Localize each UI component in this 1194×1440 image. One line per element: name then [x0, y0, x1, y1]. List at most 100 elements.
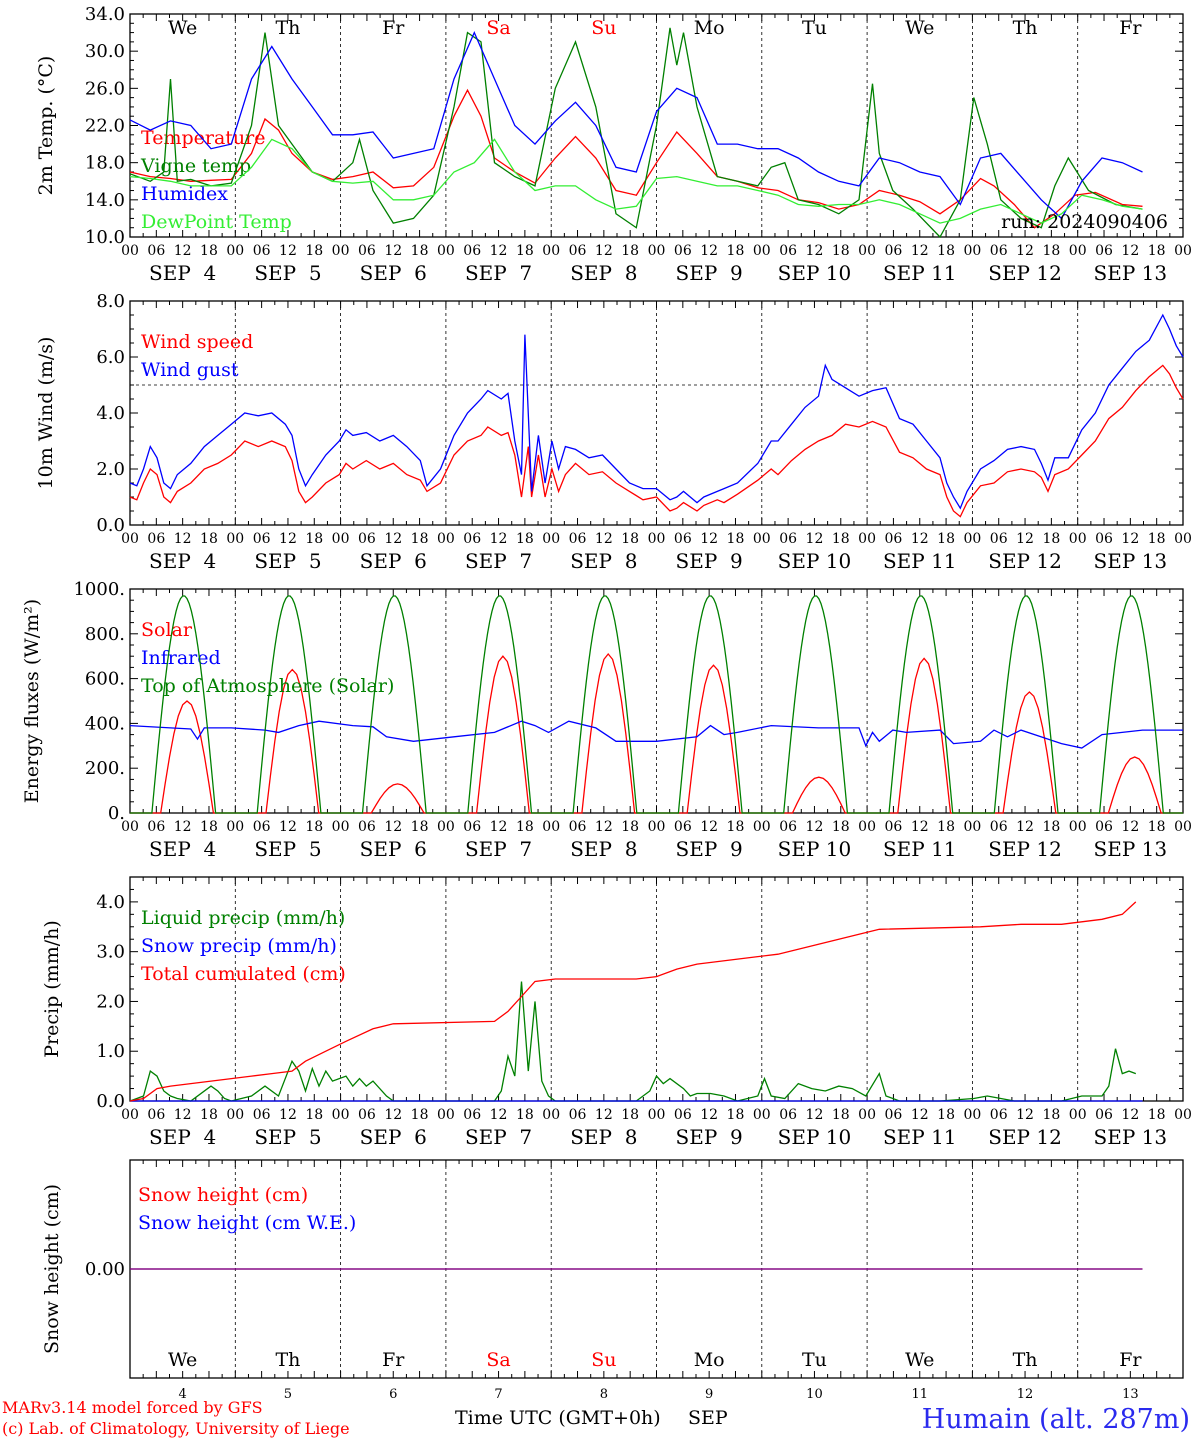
hour-label: 18	[727, 531, 745, 547]
y-tick-label: 1.0	[96, 1041, 125, 1062]
hour-label: 18	[411, 819, 429, 835]
hour-label: 12	[490, 819, 508, 835]
hour-label: 12	[174, 819, 192, 835]
hour-label: 12	[384, 531, 402, 547]
hour-label: 18	[832, 1107, 850, 1123]
hour-label: 06	[147, 1107, 165, 1123]
hour-label: 18	[832, 819, 850, 835]
day-number-label: 13	[1122, 1387, 1139, 1402]
day-number-label: 4	[179, 1387, 187, 1402]
hour-label: 00	[1174, 1107, 1192, 1123]
y-axis-label: Precip (mm/h)	[41, 920, 63, 1058]
hour-label: 00	[542, 531, 560, 547]
y-tick-label: 18.0	[85, 153, 125, 174]
hour-label: 00	[858, 1107, 876, 1123]
legend-entry: Wind gust	[141, 359, 239, 381]
date-label: SEP 13	[1094, 837, 1168, 861]
hour-label: 12	[700, 243, 718, 259]
legend-entry: Snow height (cm W.E.)	[138, 1212, 356, 1234]
hour-label: 18	[305, 1107, 323, 1123]
date-label: SEP 6	[360, 1125, 427, 1149]
hour-label: 12	[595, 819, 613, 835]
day-name-label: Fr	[382, 1349, 405, 1371]
day-name-label: We	[905, 17, 934, 39]
hour-label: 00	[542, 1107, 560, 1123]
hour-label: 06	[779, 243, 797, 259]
hour-label: 06	[569, 819, 587, 835]
date-label: SEP 9	[676, 837, 743, 861]
y-tick-label: 34.0	[85, 4, 125, 25]
legend-entry: Infrared	[141, 647, 221, 669]
hour-label: 00	[437, 243, 455, 259]
hour-label: 00	[542, 819, 560, 835]
y-tick-label: 0.00	[85, 1259, 125, 1280]
hour-label: 06	[463, 1107, 481, 1123]
day-name-label: Mo	[694, 17, 725, 39]
hour-label: 06	[1095, 243, 1113, 259]
hour-label: 18	[1042, 243, 1060, 259]
hour-label: 00	[963, 819, 981, 835]
legend-entry: Snow precip (mm/h)	[141, 935, 337, 957]
hour-label: 00	[648, 531, 666, 547]
hour-label: 12	[384, 819, 402, 835]
day-number-label: 9	[705, 1387, 713, 1402]
hour-label: 06	[147, 819, 165, 835]
hour-label: 12	[595, 1107, 613, 1123]
hour-label: 12	[1121, 531, 1139, 547]
hour-label: 12	[911, 1107, 929, 1123]
hour-label: 12	[595, 243, 613, 259]
day-name-label: Th	[275, 1349, 300, 1371]
day-name-label: Tu	[802, 17, 827, 39]
date-label: SEP 13	[1094, 549, 1168, 573]
hour-label: 06	[990, 531, 1008, 547]
y-axis-label: 10m Wind (m/s)	[35, 337, 57, 490]
day-name-label: We	[168, 1349, 197, 1371]
hour-label: 00	[963, 531, 981, 547]
day-number-label: 8	[600, 1387, 608, 1402]
y-tick-label: 2.0	[96, 459, 125, 480]
y-tick-label: 0.0	[96, 1091, 125, 1112]
hour-label: 18	[621, 531, 639, 547]
legend-entry: Top of Atmosphere (Solar)	[141, 675, 394, 697]
y-axis-label: 2m Temp. (°C)	[35, 56, 57, 196]
date-label: SEP 9	[676, 1125, 743, 1149]
date-label: SEP 12	[988, 1125, 1062, 1149]
day-name-label: Su	[591, 17, 616, 39]
hour-label: 00	[753, 819, 771, 835]
hour-label: 18	[1148, 243, 1166, 259]
hour-label: 12	[1121, 1107, 1139, 1123]
hour-label: 12	[279, 531, 297, 547]
hour-label: 00	[1069, 531, 1087, 547]
hour-label: 00	[332, 243, 350, 259]
date-label: SEP 7	[465, 1125, 532, 1149]
day-name-label: We	[168, 17, 197, 39]
date-label: SEP 12	[988, 549, 1062, 573]
hour-label: 18	[1042, 1107, 1060, 1123]
hour-label: 18	[937, 243, 955, 259]
hour-label: 18	[516, 819, 534, 835]
footer-month: SEP	[688, 1407, 728, 1429]
day-name-label: Tu	[802, 1349, 827, 1371]
date-label: SEP 5	[254, 837, 321, 861]
legend-entry: DewPoint Temp	[141, 211, 292, 233]
hour-label: 00	[121, 1107, 139, 1123]
hour-label: 06	[358, 1107, 376, 1123]
day-name-label: Th	[1013, 1349, 1038, 1371]
y-tick-label: 14.0	[85, 190, 125, 211]
hour-label: 00	[121, 819, 139, 835]
hour-label: 06	[569, 531, 587, 547]
y-axis-label: Energy fluxes (W/m²)	[21, 599, 43, 803]
y-tick-label: 1000.	[73, 579, 125, 600]
hour-label: 12	[911, 819, 929, 835]
date-label: SEP 13	[1094, 1125, 1168, 1149]
hour-label: 00	[121, 243, 139, 259]
hour-label: 18	[411, 1107, 429, 1123]
hour-label: 00	[226, 1107, 244, 1123]
hour-label: 18	[516, 243, 534, 259]
hour-label: 00	[437, 1107, 455, 1123]
hour-label: 00	[332, 1107, 350, 1123]
hour-label: 12	[700, 531, 718, 547]
hour-label: 12	[174, 243, 192, 259]
date-label: SEP 11	[883, 837, 957, 861]
